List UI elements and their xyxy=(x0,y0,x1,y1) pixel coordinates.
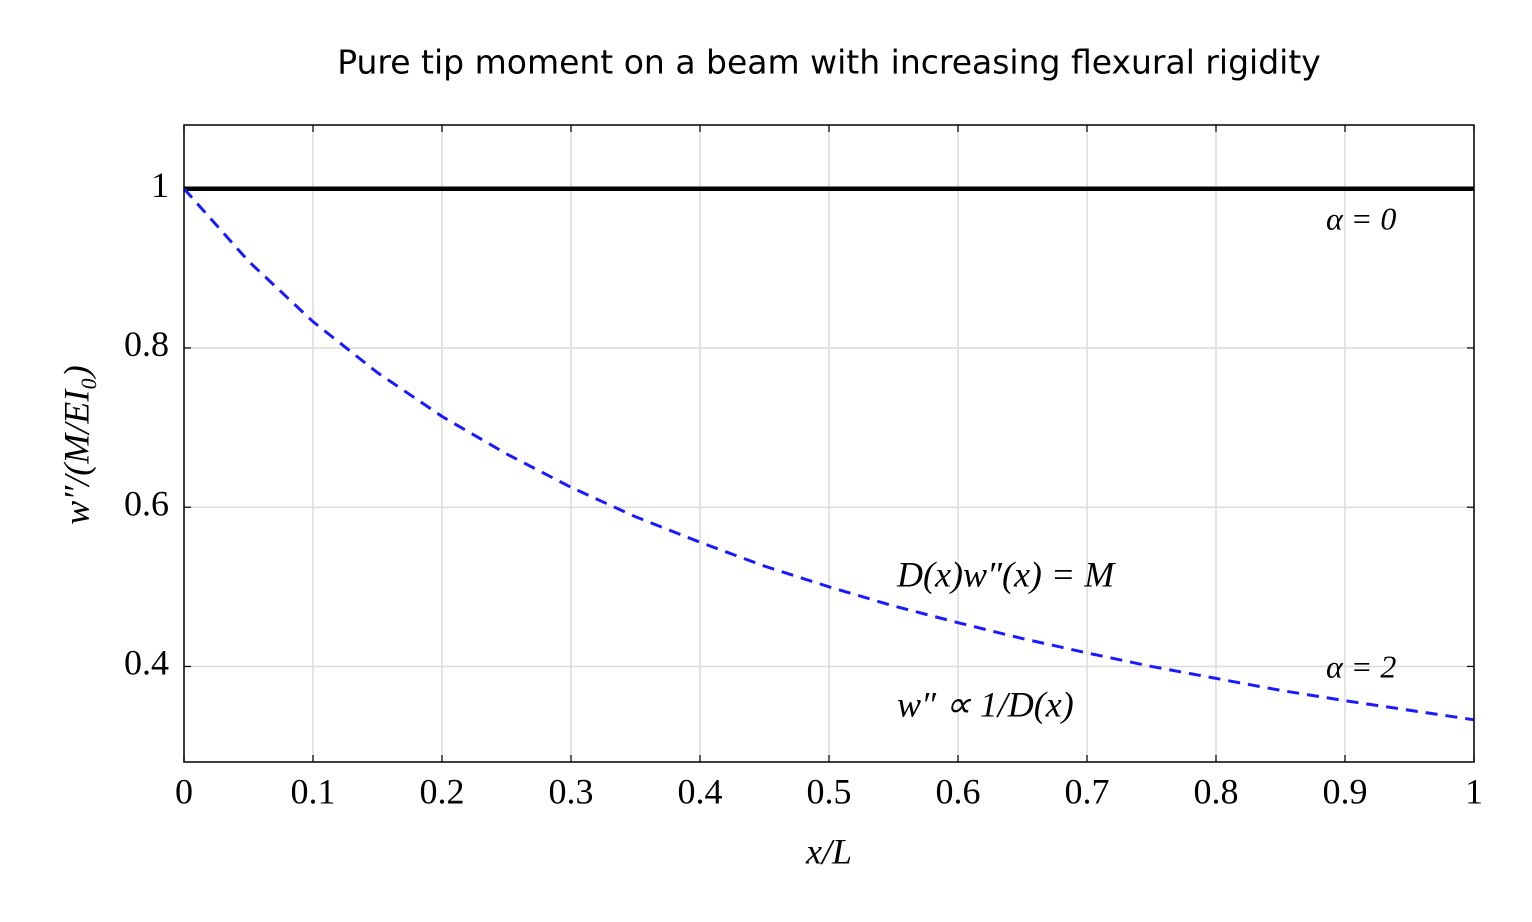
y-tick-label: 1 xyxy=(151,165,169,205)
plot-frame xyxy=(183,124,1475,763)
x-tick-label: 0.3 xyxy=(549,771,594,811)
y-tick-label: 0.8 xyxy=(124,324,169,364)
x-tick-label: 0 xyxy=(175,771,193,811)
series-label: α = 0 xyxy=(1326,200,1396,236)
chart-title: Pure tip moment on a beam with increasin… xyxy=(337,43,1321,82)
x-tick-label: 0.1 xyxy=(291,771,336,811)
y-tick-label: 0.6 xyxy=(124,483,169,523)
x-tick-label: 0.5 xyxy=(807,771,852,811)
x-tick-label: 0.4 xyxy=(678,771,723,811)
y-axis-label: w″/(M/EI₀) xyxy=(56,365,96,524)
y-tick-label: 0.4 xyxy=(124,643,169,683)
annotation: D(x)w″(x) = M xyxy=(896,554,1116,594)
x-tick-label: 0.8 xyxy=(1194,771,1239,811)
x-tick-label: 0.2 xyxy=(420,771,465,811)
line-series xyxy=(182,187,1475,722)
x-axis-label: x/L xyxy=(805,831,852,871)
annotation: w″ ∝ 1/D(x) xyxy=(897,684,1074,724)
x-tick-label: 0.9 xyxy=(1323,771,1368,811)
x-tick-label: 0.7 xyxy=(1065,771,1110,811)
series-label: α = 2 xyxy=(1326,648,1396,684)
x-tick-label: 1 xyxy=(1465,771,1483,811)
x-tick-label: 0.6 xyxy=(936,771,981,811)
